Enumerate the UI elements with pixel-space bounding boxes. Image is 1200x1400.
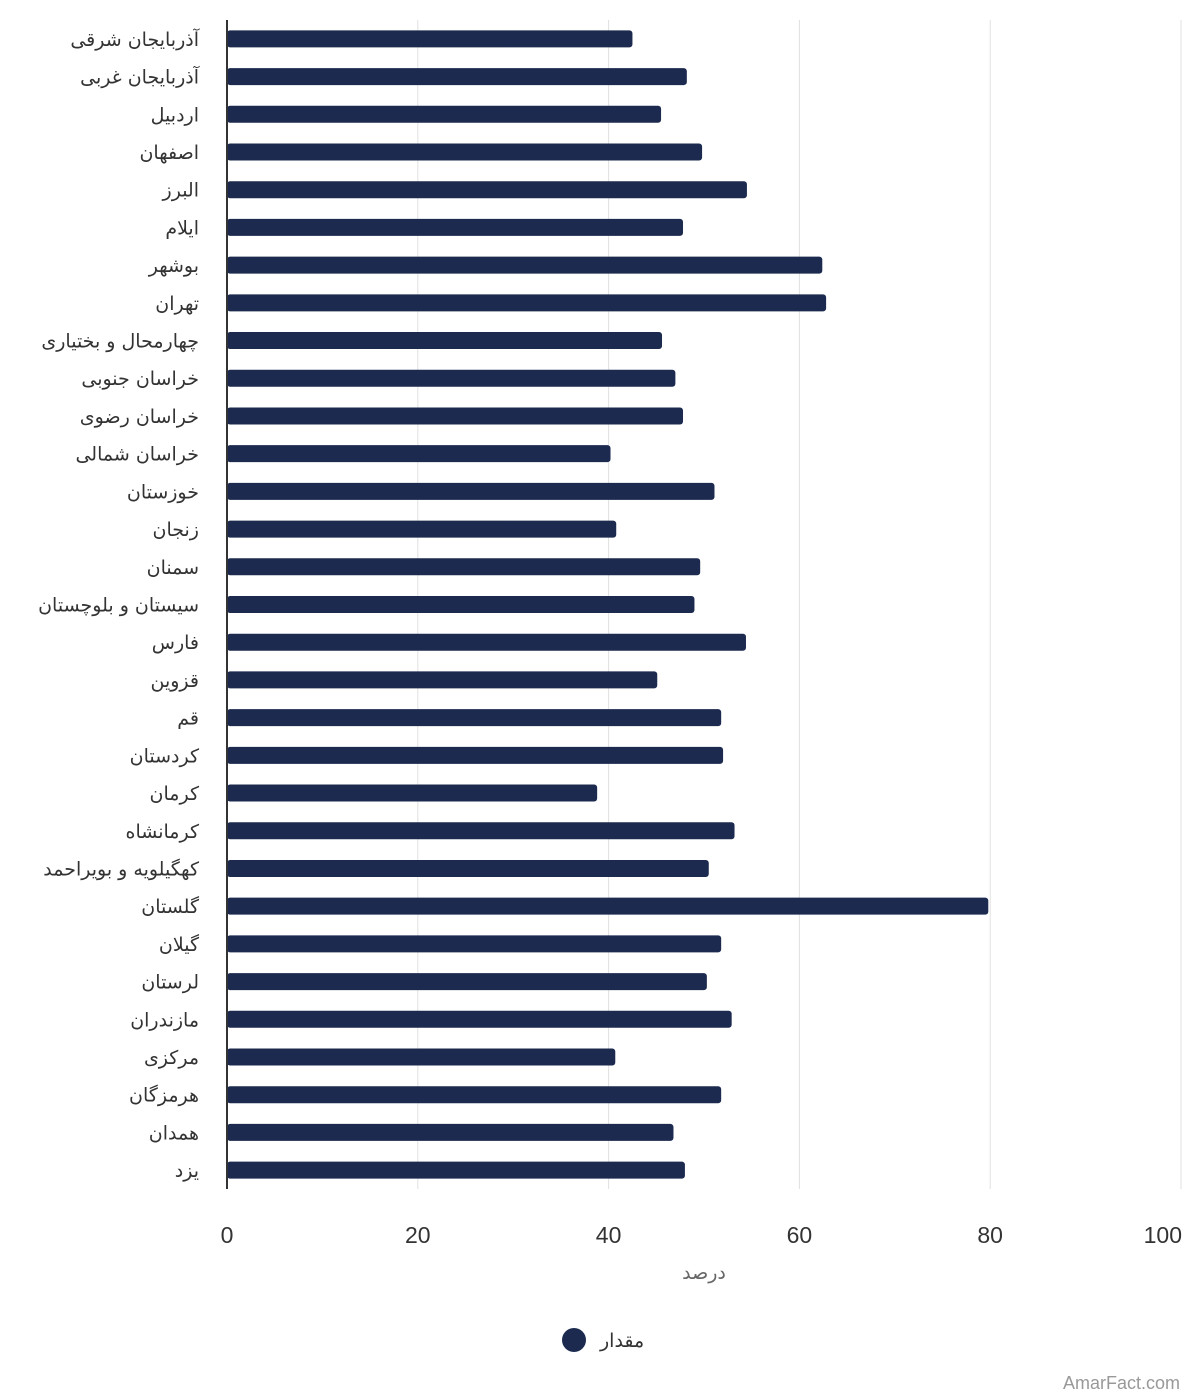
bar-3[interactable] (227, 143, 703, 161)
x-axis-title: درصد (682, 1262, 726, 1284)
category-label-4: البرز (162, 180, 199, 202)
category-label-1: آذربایجان غربی (80, 65, 200, 89)
category-label-20: کرمان (150, 783, 200, 805)
bar-11[interactable] (227, 445, 611, 463)
category-label-19: کردستان (130, 745, 200, 767)
grid-lines (417, 20, 1182, 1189)
category-label-10: خراسان رضوی (80, 406, 199, 428)
bar-16[interactable] (227, 633, 746, 651)
bar-1[interactable] (227, 68, 687, 86)
credit-text[interactable]: AmarFact.com (1062, 1373, 1180, 1393)
category-label-15: سیستان و بلوچستان (38, 595, 199, 617)
bar-14[interactable] (227, 558, 701, 576)
bar-20[interactable] (227, 784, 598, 802)
category-label-16: فارس (152, 632, 199, 654)
bar-19[interactable] (227, 746, 724, 764)
bar-9[interactable] (227, 369, 676, 387)
bar-13[interactable] (227, 520, 617, 538)
bar-25[interactable] (227, 973, 707, 991)
bar-23[interactable] (227, 897, 989, 915)
bars (227, 30, 989, 1179)
x-tick-label-3: 60 (787, 1222, 813, 1248)
category-label-9: خراسان جنوبی (81, 368, 199, 390)
bar-18[interactable] (227, 709, 722, 727)
category-label-5: ایلام (165, 217, 199, 239)
category-label-2: اردبیل (151, 104, 199, 126)
category-label-22: کهگیلویه و بویراحمد (43, 857, 200, 880)
bar-7[interactable] (227, 294, 827, 312)
bar-17[interactable] (227, 671, 658, 689)
category-label-30: یزد (175, 1160, 199, 1182)
category-label-7: تهران (155, 293, 199, 315)
category-label-21: کرمانشاه (126, 821, 200, 843)
category-label-6: بوشهر (148, 255, 199, 277)
x-tick-label-1: 20 (405, 1222, 431, 1248)
x-tick-label-0: 0 (221, 1222, 234, 1248)
category-label-14: سمنان (147, 557, 199, 579)
bar-2[interactable] (227, 105, 662, 123)
bar-10[interactable] (227, 407, 684, 425)
category-label-0: آذربایجان شرقی (70, 27, 199, 51)
category-label-3: اصفهان (139, 142, 199, 164)
bar-26[interactable] (227, 1010, 732, 1028)
legend-label[interactable]: مقدار (599, 1330, 644, 1352)
legend-marker-icon[interactable] (562, 1328, 586, 1352)
x-tick-label-4: 80 (977, 1222, 1003, 1248)
bar-6[interactable] (227, 256, 823, 274)
category-labels: آذربایجان شرقی آذربایجان غربی اردبیل اصفهان… (38, 27, 200, 1182)
x-tick-labels: 0 20 40 60 80 100 (221, 1222, 1182, 1248)
bar-28[interactable] (227, 1086, 722, 1104)
category-label-28: هرمزگان (129, 1084, 199, 1107)
bar-4[interactable] (227, 181, 747, 199)
category-label-23: گلستان (141, 895, 200, 918)
legend[interactable]: مقدار (562, 1328, 644, 1352)
category-label-17: قزوین (151, 670, 200, 692)
category-label-27: مرکزی (144, 1047, 199, 1069)
x-tick-label-5: 100 (1144, 1222, 1182, 1248)
category-label-18: قم (177, 708, 199, 730)
category-label-25: لرستان (141, 972, 199, 994)
bar-21[interactable] (227, 822, 735, 840)
category-label-13: زنجان (153, 519, 199, 541)
bar-5[interactable] (227, 218, 684, 236)
bar-15[interactable] (227, 596, 695, 613)
category-label-11: خراسان شمالی (75, 444, 199, 466)
bar-12[interactable] (227, 482, 715, 500)
bar-27[interactable] (227, 1048, 616, 1066)
bar-30[interactable] (227, 1161, 685, 1179)
category-label-12: خوزستان (127, 481, 199, 503)
bar-24[interactable] (227, 935, 722, 953)
bar-0[interactable] (227, 30, 633, 48)
bar-8[interactable] (227, 332, 663, 350)
bar-29[interactable] (227, 1123, 674, 1141)
category-label-26: مازندران (130, 1009, 199, 1031)
category-label-24: گیلان (159, 933, 200, 956)
category-label-29: همدان (149, 1122, 199, 1144)
bar-22[interactable] (227, 859, 709, 877)
category-label-8: چهارمحال و بختیاری (41, 331, 199, 353)
x-tick-label-2: 40 (596, 1222, 622, 1248)
